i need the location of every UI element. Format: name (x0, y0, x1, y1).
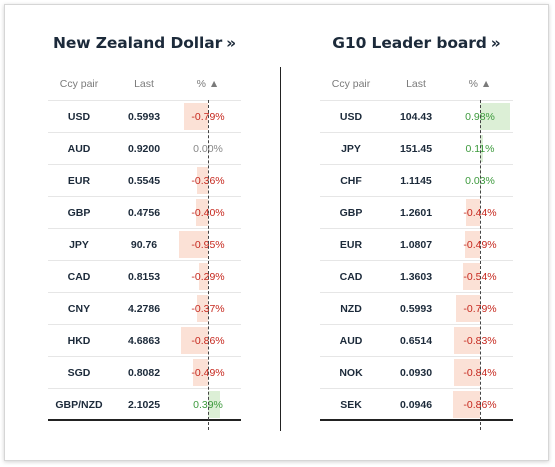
change-bar (453, 391, 480, 418)
change-bar (480, 135, 484, 162)
last-price-cell: 104.43 (399, 111, 433, 123)
last-price-cell: 1.3603 (399, 271, 433, 283)
last-price-cell: 0.0946 (399, 399, 433, 411)
ccy-pair-cell[interactable]: SGD (67, 367, 91, 379)
col-header-percent-sort[interactable]: % ▲ (468, 78, 492, 90)
ccy-pair-cell[interactable]: AUD (67, 143, 91, 155)
change-bar (480, 103, 511, 130)
col-header-ccy-pair[interactable]: Ccy pair (59, 78, 99, 90)
last-price-cell: 4.2786 (127, 303, 161, 315)
ccy-pair-cell[interactable]: GBP (67, 207, 91, 219)
table-row[interactable]: AUD 0.6514 -0.83% (320, 324, 513, 356)
double-chevron-right-icon[interactable]: » (490, 34, 501, 52)
ccy-pair-cell[interactable]: USD (67, 111, 91, 123)
ccy-pair-cell[interactable]: CNY (67, 303, 91, 315)
change-bar (183, 103, 208, 130)
g10-title-text[interactable]: G10 Leader board (332, 34, 487, 52)
table-row[interactable]: NOK 0.0930 -0.84% (320, 356, 513, 388)
table-row[interactable]: HKD 4.6863 -0.86% (48, 324, 241, 356)
ccy-pair-cell[interactable]: NZD (340, 303, 362, 315)
ccy-pair-cell[interactable]: GBP (339, 207, 363, 219)
last-price-cell: 0.4756 (127, 207, 161, 219)
change-bar (454, 327, 480, 354)
panel-divider (280, 67, 281, 431)
last-price-cell: 0.9200 (127, 143, 161, 155)
table-header: Ccy pair Last % ▲ (48, 67, 241, 100)
table-row[interactable]: SGD 0.8082 -0.49% (48, 356, 241, 388)
change-bar (208, 391, 221, 418)
table-row[interactable]: GBP 1.2601 -0.44% (320, 196, 513, 228)
table-row[interactable]: EUR 1.0807 -0.49% (320, 228, 513, 260)
col-header-last[interactable]: Last (406, 78, 426, 90)
ccy-pair-cell[interactable]: CAD (67, 271, 91, 283)
nzd-table-body: USD 0.5993 -0.79% AUD 0.9200 0.00% EUR 0.5545 -0… (48, 100, 241, 421)
table-row[interactable]: CAD 0.8153 -0.29% (48, 260, 241, 292)
zero-baseline (480, 100, 481, 430)
change-bar (178, 231, 208, 258)
change-bar (463, 263, 480, 290)
change-bar (199, 263, 208, 290)
last-price-cell: 90.76 (130, 239, 158, 251)
change-bar (195, 199, 208, 226)
ccy-pair-cell[interactable]: JPY (69, 239, 89, 251)
table-row[interactable]: JPY 90.76 -0.95% (48, 228, 241, 260)
ccy-pair-cell[interactable]: JPY (341, 143, 361, 155)
last-price-cell: 151.45 (399, 143, 433, 155)
table-row[interactable]: EUR 0.5545 -0.36% (48, 164, 241, 196)
ccy-pair-cell[interactable]: NOK (339, 367, 363, 379)
change-bar (196, 167, 208, 194)
change-bar (455, 295, 480, 322)
last-price-cell: 0.0930 (399, 367, 433, 379)
g10-table-body: USD 104.43 0.98% JPY 151.45 0.11% CHF 1.1145 0.0… (320, 100, 513, 421)
table-row[interactable]: AUD 0.9200 0.00% (48, 132, 241, 164)
table-row[interactable]: GBP/NZD 2.1025 0.39% (48, 388, 241, 421)
last-price-cell: 1.0807 (399, 239, 433, 251)
double-chevron-right-icon[interactable]: » (226, 34, 237, 52)
last-price-cell: 2.1025 (127, 399, 161, 411)
last-price-cell: 0.8153 (127, 271, 161, 283)
table-header: Ccy pair Last % ▲ (320, 67, 513, 100)
ccy-pair-cell[interactable]: AUD (339, 335, 363, 347)
change-bar (464, 231, 480, 258)
g10-panel-title[interactable]: G10 Leader board» (320, 34, 513, 52)
table-row[interactable]: CNY 4.2786 -0.37% (48, 292, 241, 324)
last-price-cell: 0.5993 (127, 111, 161, 123)
last-price-cell: 0.6514 (399, 335, 433, 347)
nzd-title-text[interactable]: New Zealand Dollar (52, 34, 223, 52)
table-row[interactable]: SEK 0.0946 -0.86% (320, 388, 513, 421)
table-row[interactable]: CAD 1.3603 -0.54% (320, 260, 513, 292)
nzd-panel-title[interactable]: New Zealand Dollar» (48, 34, 241, 52)
change-bar (181, 327, 208, 354)
ccy-pair-cell[interactable]: SEK (340, 399, 362, 411)
last-price-cell: 1.1145 (400, 175, 432, 187)
table-row[interactable]: NZD 0.5993 -0.79% (320, 292, 513, 324)
ccy-pair-cell[interactable]: EUR (67, 175, 91, 187)
change-bar (466, 199, 480, 226)
col-header-percent-sort[interactable]: % ▲ (196, 78, 220, 90)
last-price-cell: 0.5545 (127, 175, 161, 187)
fx-card: New Zealand Dollar» Ccy pair Last % ▲ US… (4, 4, 549, 461)
last-price-cell: 1.2601 (399, 207, 433, 219)
last-price-cell: 4.6863 (127, 335, 161, 347)
change-bar (196, 295, 208, 322)
table-row[interactable]: JPY 151.45 0.11% (320, 132, 513, 164)
change-bar (453, 359, 480, 386)
table-row[interactable]: USD 104.43 0.98% (320, 100, 513, 132)
ccy-pair-cell[interactable]: GBP/NZD (55, 399, 103, 411)
col-header-last[interactable]: Last (134, 78, 154, 90)
last-price-cell: 0.5993 (399, 303, 433, 315)
table-row[interactable]: USD 0.5993 -0.79% (48, 100, 241, 132)
ccy-pair-cell[interactable]: USD (339, 111, 363, 123)
col-header-ccy-pair[interactable]: Ccy pair (331, 78, 371, 90)
ccy-pair-cell[interactable]: CAD (339, 271, 363, 283)
ccy-pair-cell[interactable]: HKD (67, 335, 91, 347)
last-price-cell: 0.8082 (127, 367, 161, 379)
ccy-pair-cell[interactable]: EUR (339, 239, 363, 251)
table-row[interactable]: GBP 0.4756 -0.40% (48, 196, 241, 228)
zero-baseline (208, 100, 209, 430)
table-row[interactable]: CHF 1.1145 0.03% (320, 164, 513, 196)
ccy-pair-cell[interactable]: CHF (340, 175, 362, 187)
change-bar (192, 359, 208, 386)
